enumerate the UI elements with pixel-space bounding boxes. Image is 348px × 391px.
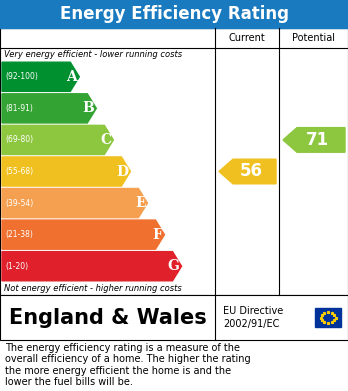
Polygon shape bbox=[219, 159, 276, 184]
Polygon shape bbox=[2, 188, 148, 218]
Polygon shape bbox=[2, 220, 165, 249]
Text: Energy Efficiency Rating: Energy Efficiency Rating bbox=[60, 5, 288, 23]
Text: 2002/91/EC: 2002/91/EC bbox=[223, 319, 279, 328]
Text: C: C bbox=[100, 133, 111, 147]
Text: Current: Current bbox=[229, 33, 266, 43]
Text: Very energy efficient - lower running costs: Very energy efficient - lower running co… bbox=[4, 50, 182, 59]
Text: lower the fuel bills will be.: lower the fuel bills will be. bbox=[5, 377, 133, 387]
Text: the more energy efficient the home is and the: the more energy efficient the home is an… bbox=[5, 366, 231, 376]
Polygon shape bbox=[2, 126, 113, 154]
Text: (39-54): (39-54) bbox=[5, 199, 33, 208]
Text: The energy efficiency rating is a measure of the: The energy efficiency rating is a measur… bbox=[5, 343, 240, 353]
Polygon shape bbox=[2, 252, 182, 281]
Polygon shape bbox=[2, 94, 96, 123]
Text: (1-20): (1-20) bbox=[5, 262, 28, 271]
Polygon shape bbox=[2, 157, 130, 186]
Text: 56: 56 bbox=[239, 163, 262, 181]
Bar bbox=[0, 28, 348, 295]
Bar bbox=[315, 308, 341, 327]
Text: (69-80): (69-80) bbox=[5, 135, 33, 144]
Text: England & Wales: England & Wales bbox=[9, 307, 206, 328]
Bar bbox=[0, 295, 348, 340]
Text: (55-68): (55-68) bbox=[5, 167, 33, 176]
Text: 71: 71 bbox=[306, 131, 329, 149]
Text: A: A bbox=[66, 70, 77, 84]
Polygon shape bbox=[2, 62, 79, 91]
Text: Not energy efficient - higher running costs: Not energy efficient - higher running co… bbox=[4, 284, 182, 293]
Text: Potential: Potential bbox=[292, 33, 335, 43]
Text: overall efficiency of a home. The higher the rating: overall efficiency of a home. The higher… bbox=[5, 354, 251, 364]
Bar bbox=[0, 0, 348, 28]
Polygon shape bbox=[283, 127, 345, 152]
Text: D: D bbox=[116, 165, 128, 179]
Text: (21-38): (21-38) bbox=[5, 230, 33, 239]
Text: G: G bbox=[168, 259, 180, 273]
Text: (92-100): (92-100) bbox=[5, 72, 38, 81]
Text: (81-91): (81-91) bbox=[5, 104, 33, 113]
Text: EU Directive: EU Directive bbox=[223, 307, 283, 316]
Text: B: B bbox=[82, 101, 94, 115]
Text: F: F bbox=[153, 228, 163, 242]
Text: E: E bbox=[135, 196, 145, 210]
